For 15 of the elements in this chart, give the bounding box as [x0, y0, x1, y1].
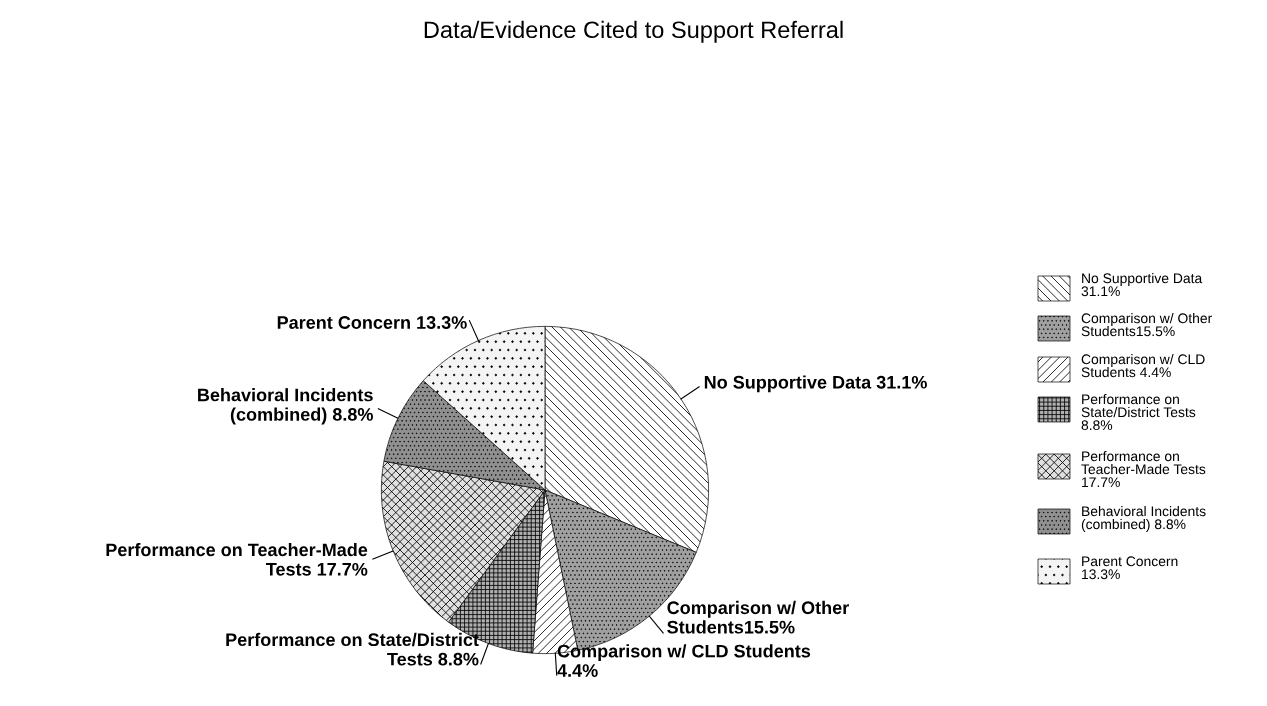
data-label: Parent Concern 13.3%: [277, 316, 467, 329]
legend-label: Parent Concern 13.3%: [1082, 556, 1178, 580]
data-label: Performance on State/District Tests 8.8%: [226, 632, 479, 666]
legend-label: No Supportive Data 31.1%: [1081, 273, 1203, 297]
data-label: Comparison w/ Other Students15.5%: [667, 600, 849, 634]
legend-label: Comparison w/ CLD Students 4.4%: [1081, 354, 1205, 378]
legend-label: Comparison w/ Other Students15.5%: [1081, 313, 1212, 337]
legend-label: Performance on State/District Tests 8.8%: [1081, 394, 1196, 431]
legend-label: Behavioral Incidents (combined) 8.8%: [1081, 506, 1206, 532]
data-label: Comparison w/ CLD Students 4.4%: [557, 644, 811, 677]
data-label: No Supportive Data 31.1%: [704, 375, 927, 393]
legend-label: Performance on Teacher-Made Tests 17.7%: [1081, 451, 1206, 488]
data-label: Behavioral Incidents (combined) 8.8%: [198, 388, 373, 425]
data-label: Performance on Teacher-Made Tests 17.7%: [106, 542, 368, 576]
chart-title: Data/Evidence Cited to Support Referral: [424, 20, 843, 43]
